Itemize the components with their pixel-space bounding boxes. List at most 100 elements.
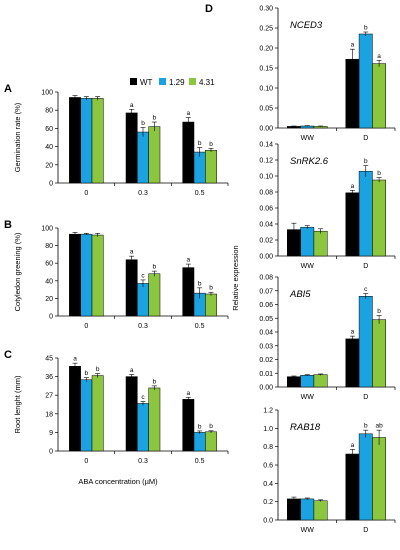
significance-letter: b [85, 370, 89, 377]
y-tick-label: 20 [45, 162, 53, 169]
significance-letter: b [377, 170, 381, 177]
y-tick-label: 0.07 [259, 288, 273, 295]
y-tick-label: 0.08 [259, 190, 273, 197]
significance-letter: a [377, 53, 381, 60]
bar [345, 58, 360, 129]
bar [193, 432, 206, 452]
legend-swatch-431 [189, 78, 196, 85]
y-tick-label: 0.30 [259, 6, 273, 13]
bar [358, 170, 373, 257]
y-tick-label: 0.10 [259, 174, 273, 181]
y-tick-label: 0.4 [263, 481, 273, 488]
y-tick-label: 0.25 [259, 26, 273, 33]
significance-letter: c [364, 286, 368, 293]
y-tick-label: 0 [49, 181, 53, 188]
y-tick-label: 1.2 [263, 408, 273, 415]
x-tick-label: 0.5 [195, 323, 205, 330]
x-tick-label: WW [301, 394, 315, 401]
bar [80, 98, 93, 184]
bar [69, 97, 81, 184]
y-tick-label: 0.01 [259, 371, 273, 378]
bar [137, 403, 149, 452]
x-tick-label: D [363, 263, 368, 270]
legend-label-129: 1.29 [169, 78, 185, 87]
bar [313, 500, 328, 521]
panel-letter-a: A [4, 83, 12, 95]
significance-letter: a [187, 257, 191, 264]
y-tick-label: 40 [45, 144, 53, 151]
bar [372, 63, 386, 129]
significance-letter: b [364, 25, 368, 32]
bar [148, 126, 161, 184]
y-tick-label: 20 [45, 296, 53, 303]
bar [300, 498, 315, 521]
bar [372, 179, 386, 257]
gene-title: ABI5 [289, 289, 311, 300]
significance-letter: a [351, 442, 355, 449]
bar [358, 33, 373, 129]
significance-letter: a [73, 356, 77, 363]
y-axis-label: Root lenght (mm) [13, 375, 22, 433]
legend-swatch-wt [130, 78, 137, 85]
chart-panel-4: 0.00 0.02 0.04 0.06 0.08 0.10 0.12 0.14 WW Da b b Sn… [259, 142, 396, 270]
y-tick-label: 36 [45, 374, 53, 381]
legend-label-431: 4.31 [199, 78, 215, 87]
y-tick-label: 0.12 [259, 158, 273, 165]
y-tick-label: 0 [49, 449, 53, 456]
significance-letter: b [141, 120, 145, 127]
significance-letter: c [141, 394, 145, 401]
panel-letter-b: B [4, 219, 12, 231]
bar [91, 98, 104, 184]
y-tick-label: 0.06 [259, 206, 273, 213]
bar [125, 259, 138, 317]
panel-letter-c: C [4, 349, 12, 361]
y-tick-label: 1.0 [263, 426, 273, 433]
x-tick-label: 0.5 [195, 190, 205, 197]
gene-title: SnRK2.6 [290, 156, 329, 167]
bar [372, 437, 386, 521]
bar [300, 226, 315, 257]
bar [80, 233, 93, 317]
significance-letter: b [153, 378, 157, 385]
bar [69, 366, 81, 452]
left-x-axis-label: ABA concentration (µM) [78, 477, 158, 486]
x-tick-label: 0.5 [195, 458, 205, 465]
significance-letter: a [130, 249, 134, 256]
significance-letter: b [364, 423, 368, 430]
significance-letter: a [351, 183, 355, 190]
significance-letter: b [377, 308, 381, 315]
y-tick-label: 0.02 [259, 238, 273, 245]
bar [125, 112, 138, 184]
legend: WT 1.29 4.31 [130, 78, 215, 87]
significance-letter: b [198, 140, 202, 147]
significance-letter: a [351, 329, 355, 336]
y-tick-label: 60 [45, 261, 53, 268]
y-tick-label: 0.15 [259, 66, 273, 73]
bar [137, 283, 149, 317]
gene-title: RAB18 [290, 422, 321, 433]
bar [300, 375, 315, 388]
significance-letter: b [198, 280, 202, 287]
bar [193, 151, 206, 184]
y-tick-label: 100 [41, 226, 53, 233]
y-tick-label: 0.02 [259, 357, 273, 364]
significance-letter: ab [375, 423, 383, 430]
bar [182, 399, 195, 452]
gene-title: NCED3 [290, 20, 323, 31]
y-tick-label: 0.00 [259, 126, 273, 133]
y-tick-label: 0.00 [259, 385, 273, 392]
bar [69, 233, 81, 317]
y-tick-label: 45 [45, 356, 53, 363]
y-tick-label: 0.03 [259, 343, 273, 350]
chart-panel-3: 0.00 0.05 0.10 0.15 0.20 0.25 0.30 WW Da b a NCED3 [259, 6, 396, 142]
y-tick-label: 0.2 [263, 499, 273, 506]
legend-swatch-129 [159, 78, 166, 85]
significance-letter: b [209, 285, 213, 292]
y-tick-label: 0.05 [259, 316, 273, 323]
y-axis-label: Cotyledon greening (%) [13, 232, 22, 311]
bar [372, 319, 386, 388]
